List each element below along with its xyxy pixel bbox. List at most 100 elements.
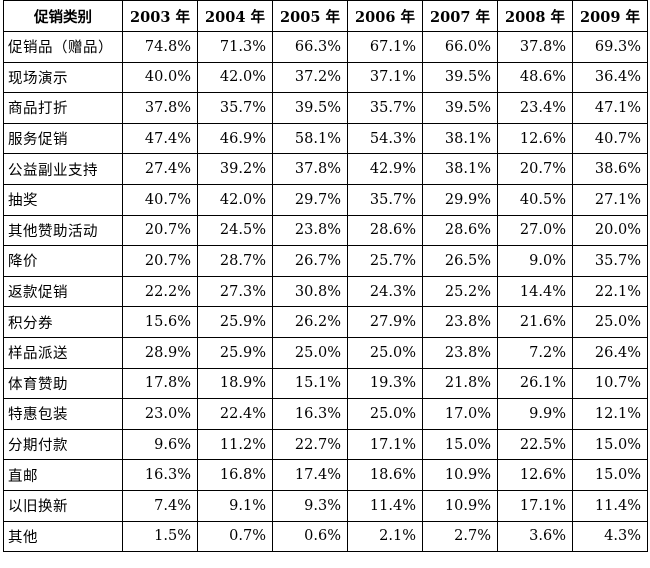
row-category: 积分券	[3, 306, 123, 338]
value-cell: 15.0%	[422, 428, 498, 461]
value-cell: 54.3%	[347, 122, 423, 155]
table-row: 特惠包装 23.0% 22.4% 16.3% 25.0% 17.0% 9.9% 12.1%	[3, 398, 648, 430]
value-cell: 29.7%	[272, 183, 348, 216]
value-cell: 7.4%	[122, 489, 198, 522]
value-cell: 28.6%	[422, 214, 498, 247]
value-cell: 17.1%	[347, 428, 423, 461]
row-category: 其他赞助活动	[3, 214, 123, 247]
value-cell: 74.8%	[122, 31, 198, 63]
value-cell: 17.0%	[422, 398, 498, 430]
value-cell: 23.0%	[122, 398, 198, 430]
value-cell: 25.0%	[572, 306, 648, 338]
value-cell: 27.1%	[572, 183, 648, 216]
value-cell: 40.7%	[122, 183, 198, 216]
value-cell: 66.3%	[272, 31, 348, 63]
table-row: 样品派送 28.9% 25.9% 25.0% 25.0% 23.8% 7.2% 26.4%	[3, 336, 648, 369]
table-row: 服务促销 47.4% 46.9% 58.1% 54.3% 38.1% 12.6% 40.7%	[3, 122, 648, 155]
table-row: 商品打折 37.8% 35.7% 39.5% 35.7% 39.5% 23.4% 47.1%	[3, 92, 648, 124]
value-cell: 0.7%	[197, 520, 273, 553]
value-cell: 22.2%	[122, 275, 198, 308]
value-cell: 21.8%	[422, 367, 498, 400]
value-cell: 42.0%	[197, 61, 273, 94]
table-row: 体育赞助 17.8% 18.9% 15.1% 19.3% 21.8% 26.1% 10.7%	[3, 367, 648, 400]
value-cell: 37.8%	[122, 92, 198, 124]
table-row: 促销品（赠品） 74.8% 71.3% 66.3% 67.1% 66.0% 37.8% 69.…	[3, 31, 648, 63]
value-cell: 16.3%	[122, 459, 198, 491]
value-cell: 22.7%	[272, 428, 348, 461]
value-cell: 66.0%	[422, 31, 498, 63]
table-body: 促销品（赠品） 74.8% 71.3% 66.3% 67.1% 66.0% 37.8% 69.…	[3, 31, 648, 553]
value-cell: 40.5%	[497, 183, 573, 216]
value-cell: 23.4%	[497, 92, 573, 124]
header-year: 2003 年	[122, 0, 198, 32]
value-cell: 35.7%	[347, 183, 423, 216]
value-cell: 35.7%	[347, 92, 423, 124]
row-category: 公益副业支持	[3, 153, 123, 185]
value-cell: 15.0%	[572, 459, 648, 491]
value-cell: 14.4%	[497, 275, 573, 308]
value-cell: 25.0%	[347, 398, 423, 430]
value-cell: 20.7%	[122, 214, 198, 247]
value-cell: 9.6%	[122, 428, 198, 461]
value-cell: 18.9%	[197, 367, 273, 400]
value-cell: 9.0%	[497, 245, 573, 277]
value-cell: 11.2%	[197, 428, 273, 461]
value-cell: 38.6%	[572, 153, 648, 185]
value-cell: 67.1%	[347, 31, 423, 63]
value-cell: 38.1%	[422, 153, 498, 185]
value-cell: 10.9%	[422, 459, 498, 491]
value-cell: 26.7%	[272, 245, 348, 277]
header-row: 促销类别 2003 年 2004 年 2005 年 2006 年 2007 年 2008 …	[3, 0, 648, 32]
table-row: 分期付款 9.6% 11.2% 22.7% 17.1% 15.0% 22.5% 15.0%	[3, 428, 648, 461]
value-cell: 39.5%	[422, 61, 498, 94]
value-cell: 20.7%	[497, 153, 573, 185]
value-cell: 17.4%	[272, 459, 348, 491]
value-cell: 38.1%	[422, 122, 498, 155]
value-cell: 9.1%	[197, 489, 273, 522]
table-header: 促销类别 2003 年 2004 年 2005 年 2006 年 2007 年 2008 …	[3, 0, 648, 32]
value-cell: 28.6%	[347, 214, 423, 247]
row-category: 体育赞助	[3, 367, 123, 400]
value-cell: 28.7%	[197, 245, 273, 277]
table-row: 其他赞助活动 20.7% 24.5% 23.8% 28.6% 28.6% 27.0% 20.0…	[3, 214, 648, 247]
row-category: 样品派送	[3, 336, 123, 369]
value-cell: 15.1%	[272, 367, 348, 400]
row-category: 分期付款	[3, 428, 123, 461]
value-cell: 15.6%	[122, 306, 198, 338]
value-cell: 12.6%	[497, 459, 573, 491]
value-cell: 1.5%	[122, 520, 198, 553]
table-row: 公益副业支持 27.4% 39.2% 37.8% 42.9% 38.1% 20.7% 38.6…	[3, 153, 648, 185]
value-cell: 17.8%	[122, 367, 198, 400]
value-cell: 0.6%	[272, 520, 348, 553]
value-cell: 42.9%	[347, 153, 423, 185]
value-cell: 9.9%	[497, 398, 573, 430]
value-cell: 25.9%	[197, 336, 273, 369]
header-year: 2008 年	[497, 0, 573, 32]
value-cell: 2.7%	[422, 520, 498, 553]
value-cell: 22.5%	[497, 428, 573, 461]
value-cell: 16.8%	[197, 459, 273, 491]
value-cell: 23.8%	[272, 214, 348, 247]
value-cell: 25.7%	[347, 245, 423, 277]
value-cell: 37.2%	[272, 61, 348, 94]
value-cell: 22.4%	[197, 398, 273, 430]
value-cell: 16.3%	[272, 398, 348, 430]
value-cell: 2.1%	[347, 520, 423, 553]
value-cell: 10.9%	[422, 489, 498, 522]
value-cell: 11.4%	[347, 489, 423, 522]
value-cell: 37.8%	[272, 153, 348, 185]
value-cell: 20.0%	[572, 214, 648, 247]
value-cell: 26.4%	[572, 336, 648, 369]
header-category: 促销类别	[3, 0, 123, 32]
value-cell: 26.1%	[497, 367, 573, 400]
value-cell: 9.3%	[272, 489, 348, 522]
row-category: 降价	[3, 245, 123, 277]
value-cell: 26.2%	[272, 306, 348, 338]
value-cell: 4.3%	[572, 520, 648, 553]
value-cell: 46.9%	[197, 122, 273, 155]
table-row: 现场演示 40.0% 42.0% 37.2% 37.1% 39.5% 48.6% 36.4%	[3, 61, 648, 94]
value-cell: 58.1%	[272, 122, 348, 155]
header-year: 2005 年	[272, 0, 348, 32]
value-cell: 23.8%	[422, 336, 498, 369]
table-row: 返款促销 22.2% 27.3% 30.8% 24.3% 25.2% 14.4% 22.1%	[3, 275, 648, 308]
